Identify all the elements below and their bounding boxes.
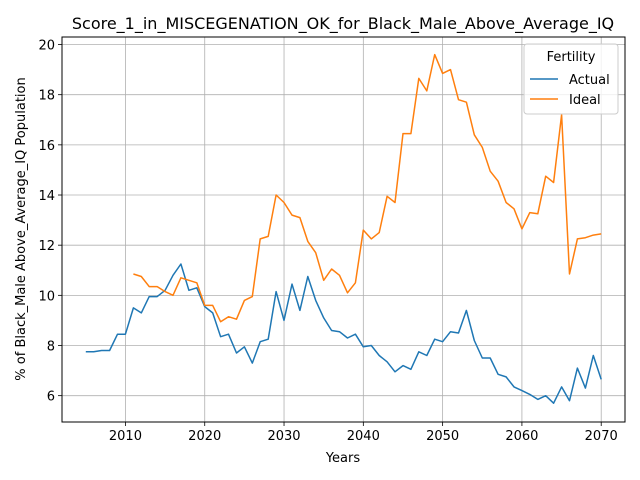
legend: Fertility Actual Ideal (523, 43, 619, 115)
y-tick-label: 6 (47, 390, 55, 405)
y-tick-label: 16 (38, 139, 55, 154)
grid-lines (62, 37, 625, 422)
y-tick-label: 14 (38, 189, 55, 204)
x-tick-label: 2050 (426, 429, 459, 444)
x-tick-label: 2060 (505, 429, 538, 444)
y-tick-label: 12 (38, 239, 55, 254)
x-tick-label: 2030 (267, 429, 300, 444)
x-tick-label: 2010 (109, 429, 142, 444)
y-tick-label: 10 (38, 289, 55, 304)
axis-ticks: 2010 2020 2030 2040 2050 2060 2070 6 8 10 12 14 16 18… (38, 39, 617, 444)
y-tick-label: 18 (38, 89, 55, 104)
legend-box (523, 43, 619, 115)
x-axis-label: Years (325, 451, 361, 466)
series-line-ideal (133, 53, 602, 323)
x-tick-label: 2020 (188, 429, 221, 444)
plot-frame (61, 36, 626, 423)
chart-title: Score_1_in_MISCEGENATION_OK_for_Black_Ma… (72, 14, 614, 34)
y-axis-label: % of Black_Male Above_Average_IQ Populat… (14, 77, 29, 380)
legend-label-ideal: Ideal (569, 93, 601, 108)
x-tick-label: 2070 (585, 429, 618, 444)
legend-title: Fertility (547, 50, 596, 65)
legend-label-actual: Actual (569, 73, 610, 88)
y-tick-label: 20 (38, 39, 55, 54)
y-tick-label: 8 (47, 340, 55, 355)
x-tick-label: 2040 (347, 429, 380, 444)
series-line-actual (85, 263, 602, 404)
series-lines (85, 53, 602, 404)
